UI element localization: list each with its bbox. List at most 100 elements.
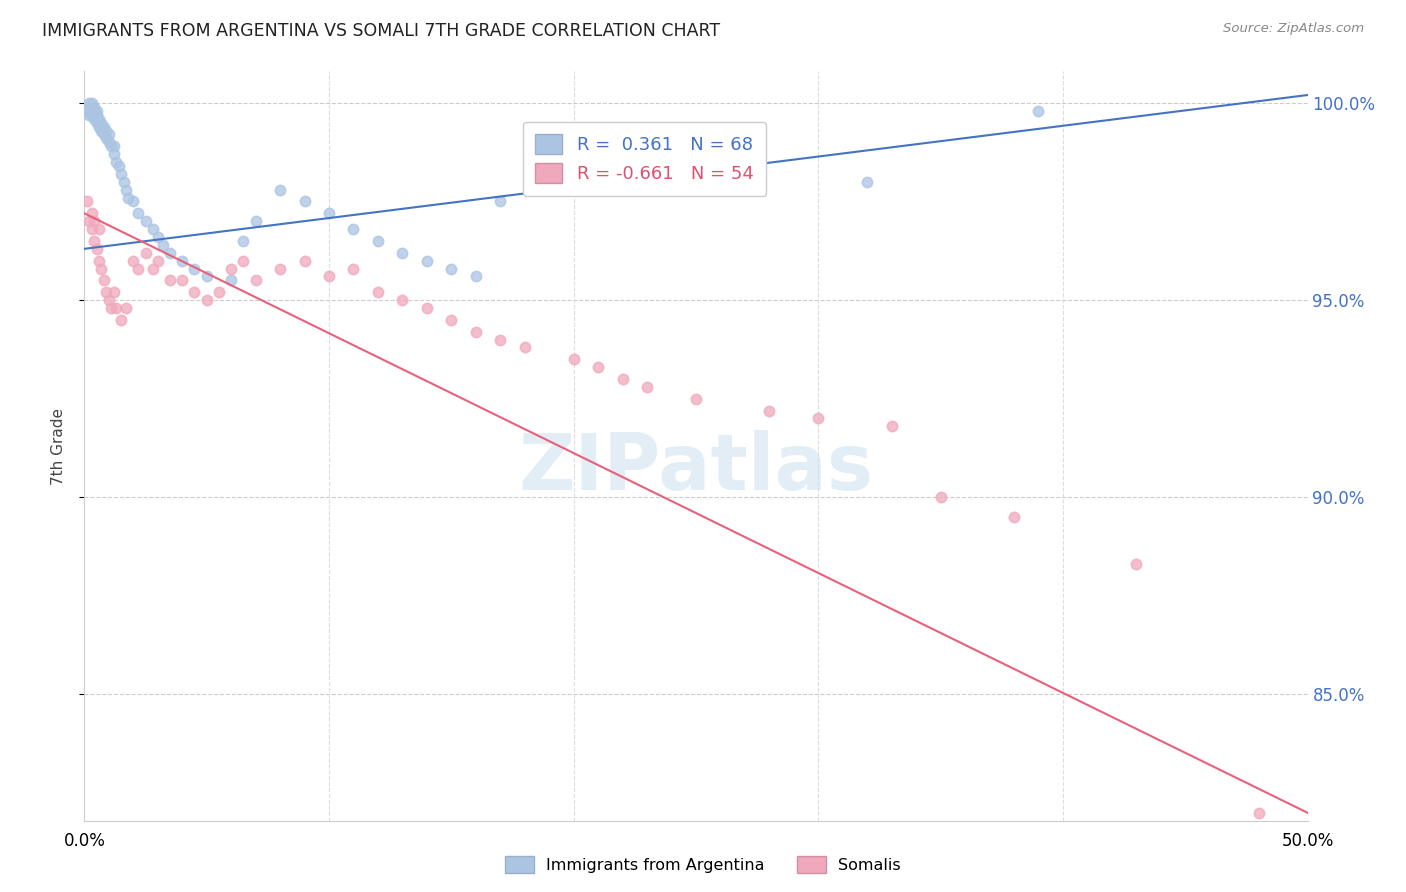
Point [115,183,138,197]
Point [880,419,903,434]
Point [294,194,316,209]
Point [142,222,165,236]
Point [562,175,585,189]
Point [758,403,780,417]
Point [105,301,128,315]
Point [1028,103,1050,118]
Point [86,103,108,118]
Point [586,360,609,375]
Point [391,293,413,307]
Point [80,206,103,220]
Point [86,115,108,129]
Point [127,261,149,276]
Point [440,313,463,327]
Point [245,214,267,228]
Point [93,273,115,287]
Point [110,313,132,327]
Point [103,147,125,161]
Legend: Immigrants from Argentina, Somalis: Immigrants from Argentina, Somalis [499,849,907,880]
Point [83,112,105,126]
Point [318,206,340,220]
Point [127,206,149,220]
Point [562,352,585,367]
Point [636,380,658,394]
Point [294,253,316,268]
Point [77,100,100,114]
Point [367,234,389,248]
Point [97,293,120,307]
Point [1002,510,1025,524]
Point [440,261,463,276]
Point [416,253,439,268]
Point [195,269,218,284]
Point [183,285,205,300]
Point [80,100,103,114]
Point [96,131,118,145]
Point [107,159,129,173]
Point [195,293,218,307]
Point [208,285,231,300]
Point [100,301,122,315]
Point [90,123,112,137]
Point [87,222,110,236]
Point [87,253,110,268]
Point [807,411,830,425]
Point [464,269,486,284]
Point [142,261,165,276]
Legend: R =  0.361   N = 68, R = -0.661   N = 54: R = 0.361 N = 68, R = -0.661 N = 54 [523,121,766,195]
Point [489,194,512,209]
Point [83,108,105,122]
Point [489,333,512,347]
Point [115,301,138,315]
Point [159,245,181,260]
Point [513,340,536,354]
Point [76,103,98,118]
Point [172,253,194,268]
Text: IMMIGRANTS FROM ARGENTINA VS SOMALI 7TH GRADE CORRELATION CHART: IMMIGRANTS FROM ARGENTINA VS SOMALI 7TH … [42,22,720,40]
Point [76,103,98,118]
Point [96,123,118,137]
Point [464,325,486,339]
Point [416,301,439,315]
Point [1125,558,1147,572]
Point [232,253,254,268]
Point [90,120,112,134]
Point [90,261,112,276]
Point [685,392,707,406]
Point [86,112,108,126]
Point [342,222,364,236]
Text: 0.0%: 0.0% [63,831,105,850]
Point [83,100,105,114]
Point [97,136,120,150]
Point [159,273,181,287]
Point [77,95,100,110]
Point [97,128,120,142]
Point [135,214,157,228]
Point [103,139,125,153]
Point [135,245,157,260]
Point [146,230,169,244]
Point [856,175,879,189]
Point [80,95,103,110]
Point [80,103,103,118]
Point [232,234,254,248]
Point [76,194,98,209]
Point [93,128,115,142]
Point [612,372,634,386]
Text: 50.0%: 50.0% [1281,831,1334,850]
Point [80,222,103,236]
Point [77,100,100,114]
Point [93,120,115,134]
Point [122,253,145,268]
Point [77,214,100,228]
Point [87,115,110,129]
Point [342,261,364,276]
Point [77,108,100,122]
Point [83,234,105,248]
Point [103,285,125,300]
Point [269,183,291,197]
Point [172,273,194,287]
Point [112,175,135,189]
Text: ZIPatlas: ZIPatlas [519,431,873,507]
Point [367,285,389,300]
